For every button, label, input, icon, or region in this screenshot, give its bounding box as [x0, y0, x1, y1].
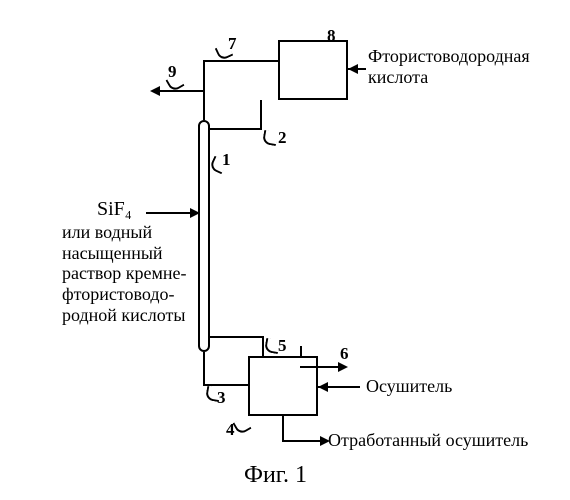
column-1: [198, 120, 210, 352]
num-3: 3: [217, 388, 226, 408]
arrow-desiccant: [318, 382, 328, 392]
sif4-desc-4: родной кислоты: [62, 305, 185, 325]
edge-5-v: [262, 336, 264, 356]
edge-2-v: [260, 100, 262, 130]
arrow-9: [150, 86, 160, 96]
num-9: 9: [168, 62, 177, 82]
edge-5-h: [210, 336, 264, 338]
num-6: 6: [340, 344, 349, 364]
label-spent: Отработанный осушитель: [328, 430, 528, 451]
num-5: 5: [278, 336, 287, 356]
edge-2-h: [210, 128, 262, 130]
arrow-sif4: [190, 208, 200, 218]
num-8: 8: [327, 26, 336, 46]
sif4-desc-2: раствор кремне-: [62, 263, 186, 283]
label-sif4: SiF₄: [97, 198, 132, 221]
box-4: [248, 356, 318, 416]
label-desiccant: Осушитель: [366, 376, 452, 397]
arrow-hf: [348, 64, 358, 74]
figure-caption: Фиг. 1: [244, 462, 307, 489]
label-hf-acid: Фтористоводородная кислота: [368, 46, 530, 87]
label-hf-line2: кислота: [368, 67, 428, 87]
sif4-desc-1: насыщенный: [62, 243, 163, 263]
box-8: [278, 40, 348, 100]
num-2: 2: [278, 128, 287, 148]
edge-spent-h: [282, 440, 324, 442]
num-7: 7: [228, 34, 237, 54]
sif4-desc-3: фтористоводо-: [62, 284, 175, 304]
edge-spent-v: [282, 416, 284, 442]
edge-col-bot-v: [203, 352, 205, 386]
edge-6-v: [300, 346, 302, 356]
sif4-desc-0: или водный: [62, 222, 152, 242]
num-1: 1: [222, 150, 231, 170]
num-4: 4: [226, 420, 235, 440]
edge-6-h: [300, 366, 340, 368]
label-sif4-desc: или водный насыщенный раствор кремне- фт…: [62, 222, 186, 325]
edge-7-h: [203, 60, 278, 62]
label-sif4-text: SiF₄: [97, 198, 132, 220]
hook-2: [262, 130, 278, 146]
edge-9-h: [160, 90, 205, 92]
hook-4: [232, 416, 251, 435]
label-hf-line1: Фтористоводородная: [368, 46, 530, 66]
